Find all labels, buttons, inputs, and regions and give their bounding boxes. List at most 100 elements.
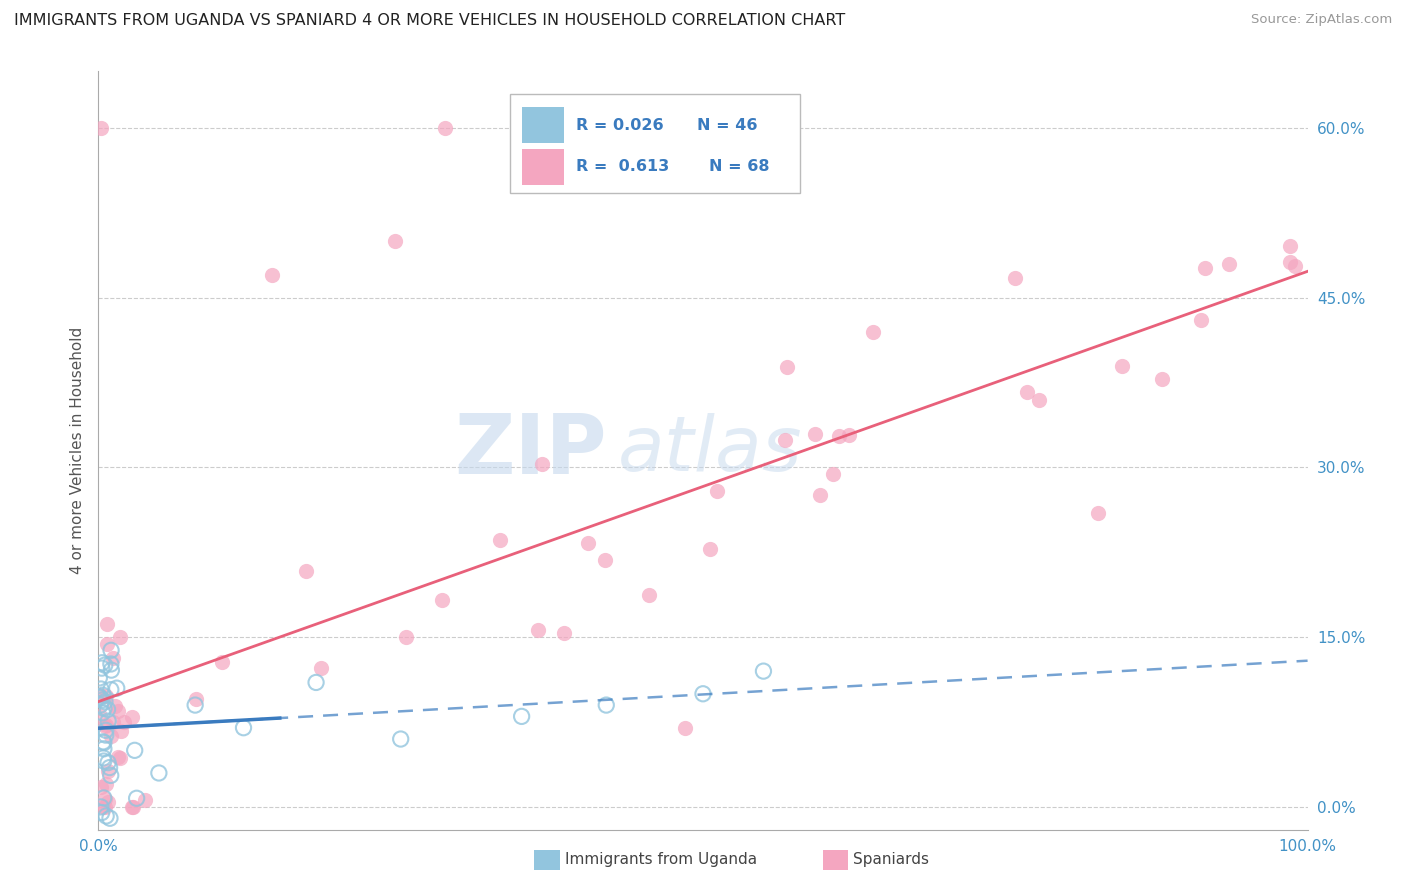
Point [90, 800, 112, 814]
Text: Immigrants from Uganda: Immigrants from Uganda [565, 853, 758, 867]
Point [434, 120, 457, 135]
Text: atlas: atlas [619, 414, 803, 487]
Point [93, 701, 115, 715]
Point [305, 675, 328, 690]
Point [97, 714, 120, 728]
Point [114, 715, 136, 730]
Point [96, 718, 118, 732]
Point [90, 120, 112, 135]
Point [1028, 393, 1050, 408]
Point [89, 688, 111, 702]
Point [100, 657, 122, 671]
Point [1194, 261, 1216, 276]
Point [94, 689, 117, 703]
Point [389, 732, 412, 747]
Text: N = 46: N = 46 [697, 118, 758, 133]
Point [94, 658, 117, 673]
Point [108, 630, 131, 644]
Text: R =  0.613: R = 0.613 [576, 160, 669, 175]
Point [110, 724, 132, 739]
FancyBboxPatch shape [522, 107, 564, 144]
Point [838, 428, 860, 442]
Point [526, 624, 548, 638]
Point [488, 533, 510, 547]
Point [98, 761, 121, 775]
Point [309, 661, 332, 675]
Point [593, 553, 616, 567]
Point [100, 682, 122, 697]
Point [699, 541, 721, 556]
Point [107, 704, 129, 718]
Point [97, 764, 120, 778]
Point [101, 714, 124, 729]
Point [94, 792, 117, 806]
Point [121, 800, 143, 814]
Point [90, 681, 112, 696]
Point [94, 723, 117, 738]
Point [93, 736, 115, 750]
Text: ZIP: ZIP [454, 410, 606, 491]
Point [97, 796, 120, 810]
Point [1218, 257, 1240, 271]
Point [1150, 372, 1173, 386]
Point [96, 777, 118, 791]
Point [89, 698, 111, 713]
Point [93, 800, 115, 814]
Text: R = 0.026: R = 0.026 [576, 118, 664, 133]
Point [90, 661, 112, 675]
Point [98, 811, 121, 825]
Text: N = 68: N = 68 [709, 160, 769, 175]
Point [1278, 255, 1301, 269]
Point [1278, 239, 1301, 253]
Point [108, 751, 131, 765]
Point [93, 791, 115, 805]
Point [104, 698, 127, 713]
Point [1015, 385, 1038, 400]
Point [94, 728, 117, 742]
Text: Spaniards: Spaniards [853, 853, 929, 867]
Point [97, 756, 120, 770]
Point [804, 427, 827, 442]
Point [232, 721, 254, 735]
Point [823, 467, 845, 482]
Point [94, 800, 117, 814]
Point [91, 735, 114, 749]
Point [675, 721, 697, 735]
Point [531, 457, 554, 471]
Point [184, 691, 207, 706]
Point [89, 671, 111, 685]
Point [121, 710, 143, 724]
Point [134, 793, 156, 807]
Point [394, 630, 416, 644]
Point [184, 698, 207, 712]
Point [90, 780, 112, 795]
Point [776, 359, 799, 374]
Point [430, 592, 453, 607]
Point [91, 693, 114, 707]
Point [89, 708, 111, 723]
Point [1087, 506, 1109, 520]
Point [384, 234, 406, 248]
Point [100, 663, 122, 677]
Point [124, 743, 146, 757]
Point [1004, 271, 1026, 285]
Point [1189, 313, 1212, 327]
Point [94, 695, 117, 709]
Point [752, 664, 775, 678]
Point [576, 536, 599, 550]
Point [810, 487, 832, 501]
Point [91, 706, 114, 720]
Point [122, 800, 145, 814]
Point [595, 698, 617, 712]
Point [101, 651, 124, 665]
Point [105, 681, 128, 695]
Point [637, 588, 659, 602]
Point [148, 766, 170, 780]
Point [91, 656, 114, 670]
Point [96, 617, 118, 632]
Y-axis label: 4 or more Vehicles in Household: 4 or more Vehicles in Household [69, 326, 84, 574]
Point [692, 687, 714, 701]
Point [93, 754, 115, 768]
Point [96, 809, 118, 823]
Text: IMMIGRANTS FROM UGANDA VS SPANIARD 4 OR MORE VEHICLES IN HOUSEHOLD CORRELATION C: IMMIGRANTS FROM UGANDA VS SPANIARD 4 OR … [14, 13, 845, 29]
